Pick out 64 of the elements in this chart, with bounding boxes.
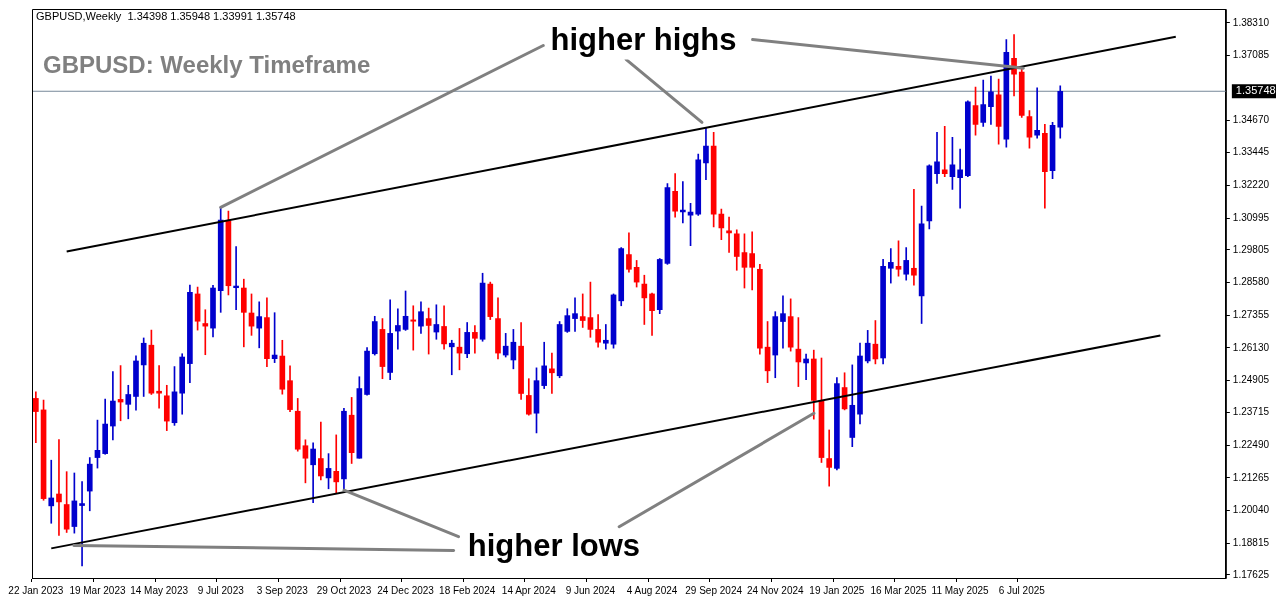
chart-subtitle: GBPUSD,Weekly 1.34398 1.35948 1.33991 1.35748 bbox=[36, 9, 296, 22]
candlestick bbox=[1034, 87, 1040, 139]
text: GBPUSD: Weekly Timeframe bbox=[43, 50, 371, 78]
candlestick bbox=[680, 181, 686, 224]
y-tick-label: 1.28580 bbox=[1232, 276, 1270, 288]
x-tick-label: 9 Jun 2024 bbox=[565, 584, 616, 596]
y-tick-label: 1.24905 bbox=[1232, 374, 1270, 386]
x-tick-label: 19 Mar 2023 bbox=[69, 584, 126, 596]
x-tick-label: 14 May 2023 bbox=[130, 584, 189, 596]
candlestick bbox=[826, 429, 833, 487]
candlestick bbox=[79, 481, 85, 567]
candlestick bbox=[333, 434, 340, 494]
candlestick bbox=[803, 353, 809, 381]
candlestick bbox=[156, 365, 162, 409]
y-tick-label: 1.34670 bbox=[1232, 113, 1270, 125]
x-tick-label: 29 Oct 2023 bbox=[316, 584, 372, 596]
ref-line-label: 1.35748 bbox=[1235, 84, 1276, 97]
candlestick bbox=[780, 295, 786, 349]
x-tick-label: 29 Sep 2024 bbox=[685, 584, 743, 596]
x-tick-label: 24 Dec 2023 bbox=[377, 584, 435, 596]
candlestick bbox=[48, 459, 55, 524]
y-tick-label: 1.18815 bbox=[1232, 536, 1270, 548]
candlestick bbox=[202, 309, 209, 356]
candlestick bbox=[549, 352, 555, 394]
y-tick-label: 1.21265 bbox=[1232, 471, 1270, 483]
y-tick-label: 1.23715 bbox=[1232, 406, 1270, 418]
candlestick bbox=[579, 293, 586, 328]
candlestick bbox=[941, 126, 948, 177]
y-tick-label: 1.20040 bbox=[1232, 504, 1270, 516]
y-tick-label: 1.33445 bbox=[1232, 146, 1270, 158]
x-tick-label: 18 Feb 2024 bbox=[439, 584, 496, 596]
candlestick bbox=[911, 189, 917, 286]
candlestick bbox=[572, 297, 578, 332]
y-tick-label: 1.26130 bbox=[1232, 341, 1270, 353]
y-tick-label: 1.32220 bbox=[1232, 179, 1270, 191]
x-tick-label: 16 Mar 2025 bbox=[870, 584, 928, 596]
y-tick-label: 1.30995 bbox=[1232, 211, 1270, 223]
x-tick-label: 22 Jan 2023 bbox=[8, 584, 64, 596]
x-tick-label: 3 Sep 2023 bbox=[256, 584, 309, 596]
x-tick-label: 14 Apr 2024 bbox=[501, 584, 557, 596]
x-tick-label: 4 Aug 2024 bbox=[626, 584, 678, 596]
y-tick-label: 1.27355 bbox=[1232, 309, 1270, 320]
x-tick-label: 11 May 2025 bbox=[931, 584, 990, 596]
candlestick bbox=[233, 246, 239, 311]
candlestick bbox=[256, 301, 263, 349]
candlestick bbox=[957, 148, 963, 209]
y-tick-label: 1.17625 bbox=[1232, 568, 1270, 580]
candlestick bbox=[602, 324, 609, 350]
x-tick-label: 9 Jul 2023 bbox=[197, 584, 245, 596]
candlestick bbox=[395, 308, 401, 350]
x-tick-label: 19 Jan 2025 bbox=[809, 584, 865, 596]
annotation: higher lows bbox=[467, 527, 641, 563]
annotation: higher highs bbox=[550, 22, 737, 58]
candlestick bbox=[448, 339, 455, 376]
y-tick-label: 1.37085 bbox=[1232, 49, 1270, 61]
y-tick-label: 1.22490 bbox=[1232, 438, 1270, 450]
candlestick bbox=[934, 131, 940, 184]
candlestick bbox=[410, 305, 417, 351]
x-tick-label: 6 Jul 2025 bbox=[998, 584, 1046, 596]
y-tick-label: 1.29805 bbox=[1232, 243, 1270, 255]
candlestick bbox=[887, 248, 894, 284]
y-tick-label: 1.38310 bbox=[1232, 16, 1270, 28]
x-tick-label: 24 Nov 2024 bbox=[746, 584, 805, 596]
candlestick bbox=[56, 439, 62, 536]
